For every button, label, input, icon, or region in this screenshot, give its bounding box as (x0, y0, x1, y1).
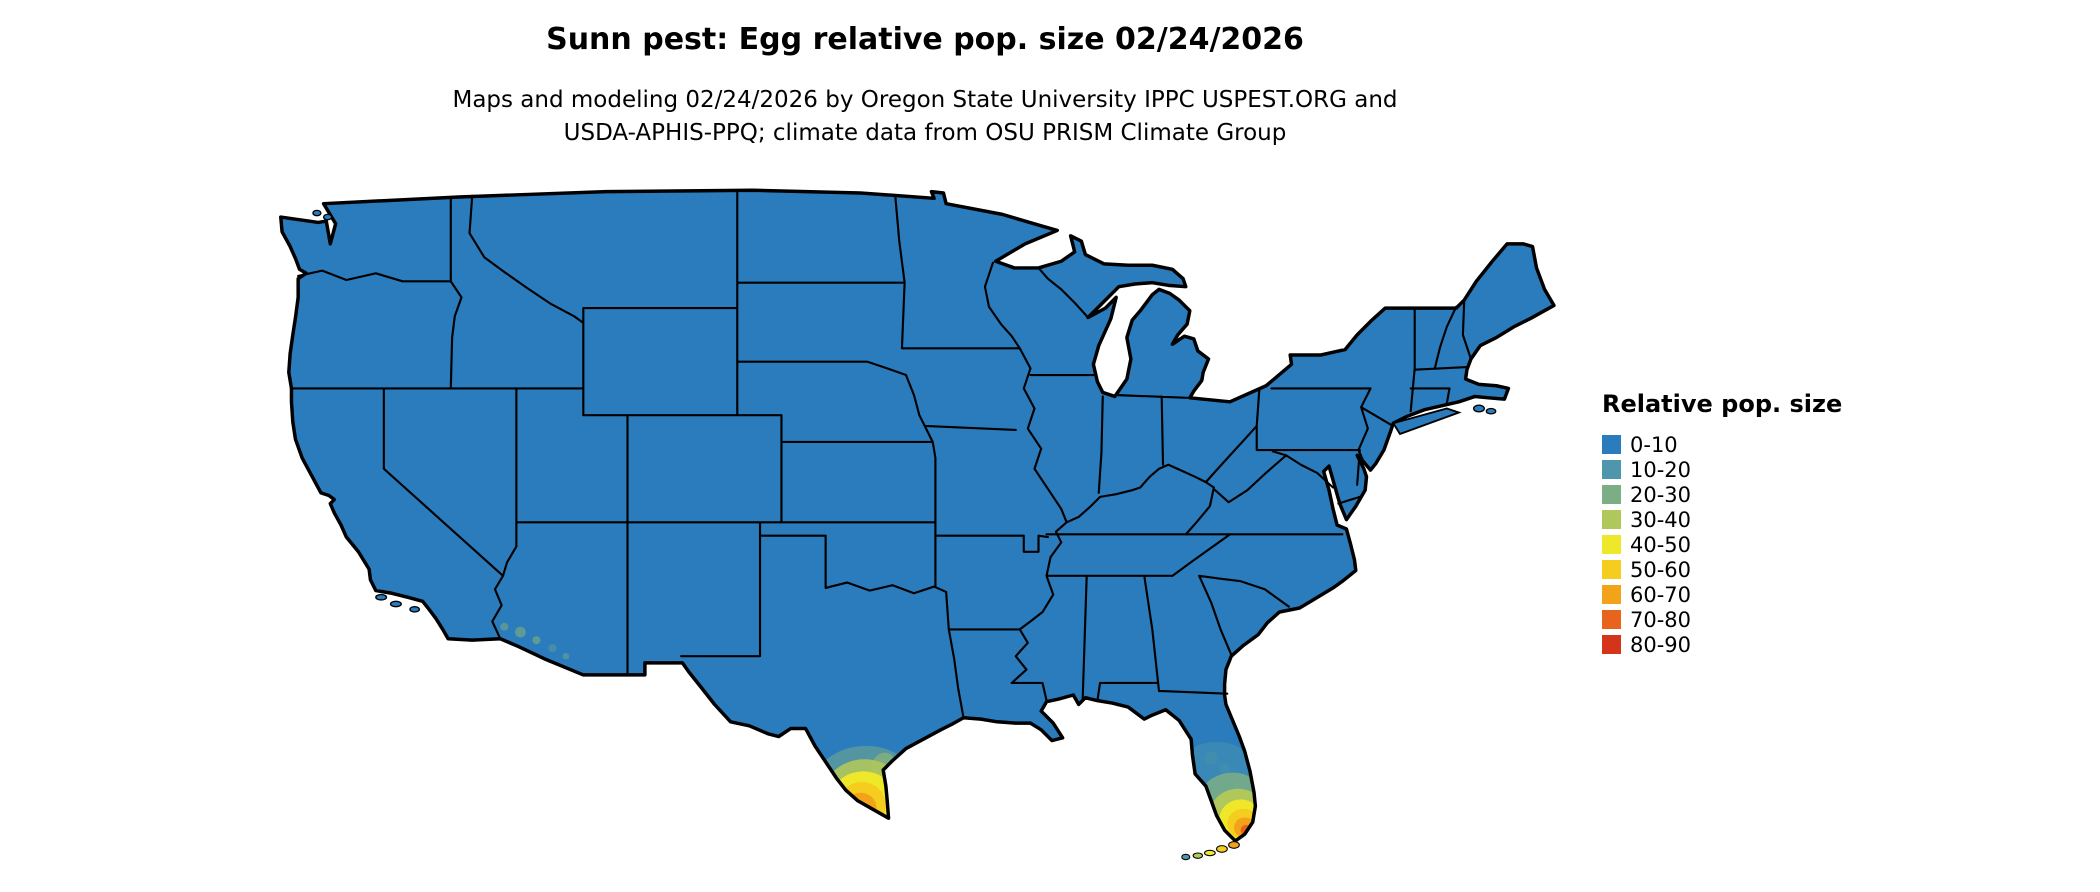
us-map (279, 188, 1556, 861)
legend-item: 70-80 (1602, 607, 1842, 632)
legend-item: 60-70 (1602, 582, 1842, 607)
legend-swatch (1602, 435, 1621, 454)
long-island (1391, 407, 1462, 436)
legend-swatch (1602, 585, 1621, 604)
island (1485, 407, 1497, 415)
island (322, 213, 333, 221)
subtitle-line-2: USDA-APHIS-PPQ; climate data from OSU PR… (563, 120, 1287, 146)
subtitle-line-1: Maps and modeling 02/24/2026 by Oregon S… (452, 87, 1398, 113)
legend-item: 50-60 (1602, 557, 1842, 582)
florida-keys (1216, 845, 1228, 853)
page-title: Sunn pest: Egg relative pop. size 02/24/… (546, 22, 1304, 57)
legend-swatch (1602, 485, 1621, 504)
island (409, 605, 420, 613)
legend-label: 70-80 (1630, 607, 1692, 632)
legend-item: 10-20 (1602, 457, 1842, 482)
legend-swatch (1602, 610, 1621, 629)
legend-item: 30-40 (1602, 507, 1842, 532)
legend-label: 60-70 (1630, 582, 1692, 607)
legend-label: 0-10 (1630, 432, 1678, 457)
legend-label: 50-60 (1630, 557, 1692, 582)
legend-label: 80-90 (1630, 632, 1692, 657)
legend-item: 40-50 (1602, 532, 1842, 557)
state-borders (290, 190, 1473, 719)
page-subtitle: Maps and modeling 02/24/2026 by Oregon S… (0, 84, 1850, 150)
florida-keys (1228, 841, 1240, 849)
hotspot-southern-arizona (426, 612, 570, 660)
legend-label: 10-20 (1630, 457, 1692, 482)
legend-item: 0-10 (1602, 432, 1842, 457)
island (375, 593, 388, 601)
legend-item: 80-90 (1602, 632, 1842, 657)
legend-swatch (1602, 510, 1621, 529)
island (312, 209, 322, 217)
florida-keys (1192, 852, 1204, 859)
legend-label: 30-40 (1630, 507, 1692, 532)
legend-label: 40-50 (1630, 532, 1692, 557)
legend-swatch (1602, 635, 1621, 654)
legend-swatch (1602, 560, 1621, 579)
legend: Relative pop. size 0-10 10-20 20-30 30-4… (1602, 390, 1842, 657)
florida-keys (1181, 853, 1191, 861)
islands (312, 209, 1497, 861)
island (389, 600, 402, 608)
legend-items: 0-10 10-20 20-30 30-40 40-50 50-60 (1602, 432, 1842, 657)
island (1472, 404, 1485, 413)
legend-title: Relative pop. size (1602, 390, 1843, 418)
legend-swatch (1602, 460, 1621, 479)
legend-item: 20-30 (1602, 482, 1842, 507)
legend-swatch (1602, 535, 1621, 554)
florida-keys (1203, 849, 1216, 857)
legend-label: 20-30 (1630, 482, 1692, 507)
